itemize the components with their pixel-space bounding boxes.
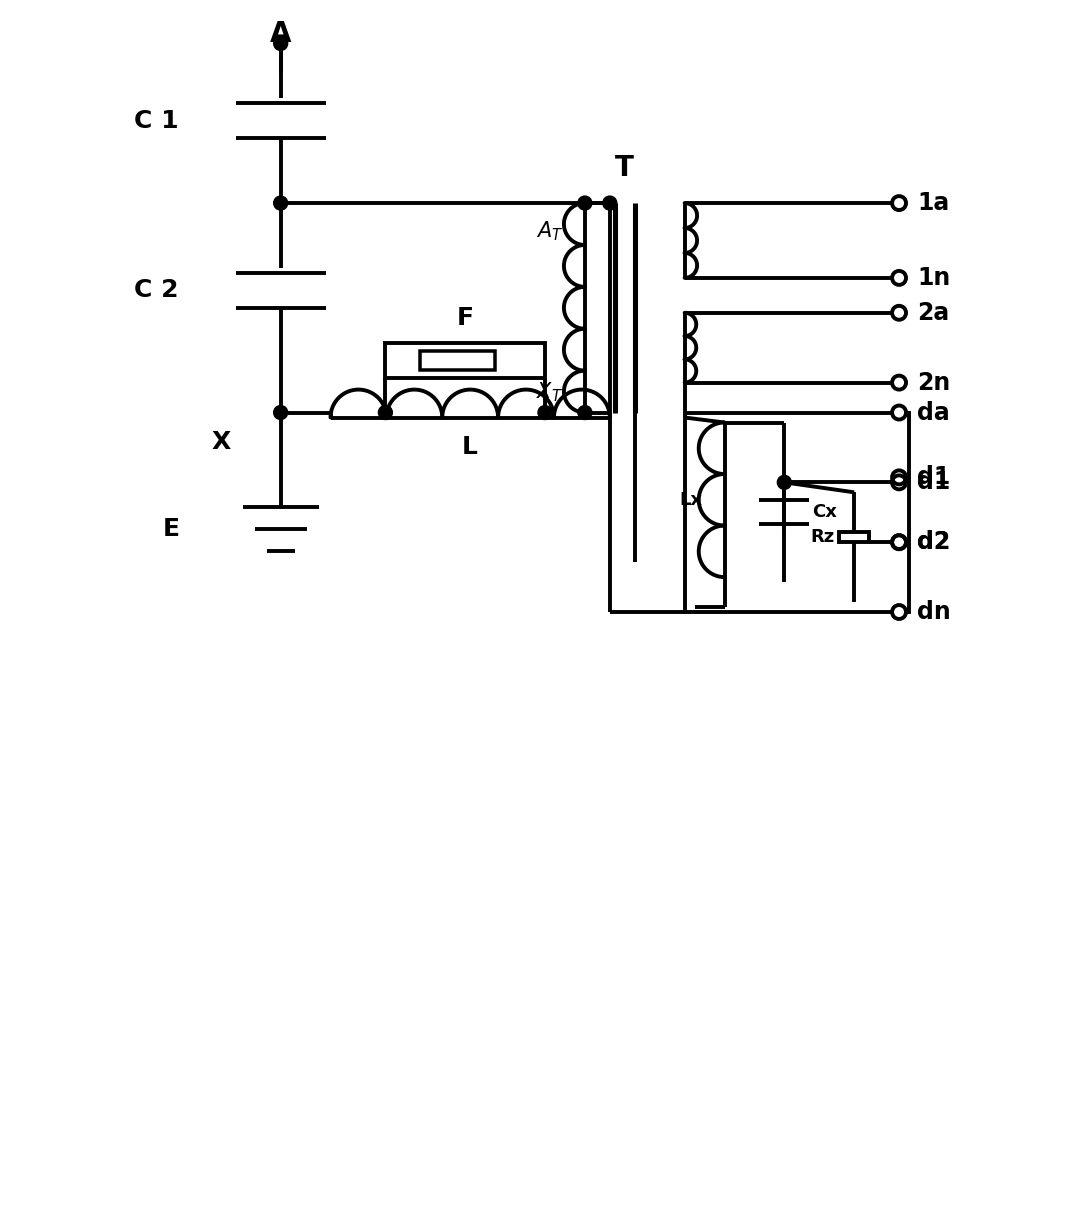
Text: d1: d1 [917, 471, 950, 494]
Text: X: X [211, 430, 230, 455]
Text: d2: d2 [917, 530, 950, 554]
Circle shape [273, 37, 287, 51]
Bar [839, 532, 869, 542]
Text: L: L [462, 435, 478, 460]
Text: Lx: Lx [680, 490, 702, 509]
Text: F: F [457, 306, 474, 330]
Text: 2a: 2a [917, 301, 950, 325]
Circle shape [892, 196, 906, 209]
Circle shape [602, 196, 616, 209]
Circle shape [378, 405, 392, 420]
Bar [685, 413, 909, 612]
Text: T: T [615, 154, 635, 182]
Circle shape [578, 405, 592, 420]
Text: $X_T$: $X_T$ [536, 381, 564, 404]
Text: 1a: 1a [917, 191, 950, 216]
Text: dn: dn [917, 600, 951, 625]
Circle shape [892, 471, 906, 484]
Circle shape [892, 271, 906, 285]
Bar [420, 351, 495, 370]
Circle shape [892, 306, 906, 320]
Text: da: da [917, 400, 950, 425]
Circle shape [892, 605, 906, 618]
Text: d2: d2 [917, 530, 950, 554]
Circle shape [892, 405, 906, 420]
Text: d1: d1 [917, 466, 950, 489]
Text: A: A [270, 20, 292, 48]
Circle shape [777, 476, 791, 489]
Text: 1n: 1n [917, 266, 950, 290]
Bar [386, 342, 545, 378]
Circle shape [273, 196, 287, 209]
Circle shape [892, 376, 906, 389]
Circle shape [578, 196, 592, 209]
Text: Rz: Rz [810, 529, 834, 546]
Circle shape [273, 405, 287, 420]
Text: E: E [163, 517, 179, 541]
Text: C 2: C 2 [134, 278, 178, 302]
Text: 2n: 2n [917, 371, 950, 394]
Text: $A_T$: $A_T$ [536, 219, 564, 243]
Circle shape [892, 476, 906, 489]
Circle shape [538, 405, 552, 420]
Circle shape [892, 535, 906, 549]
Text: C 1: C 1 [134, 108, 178, 133]
Text: Cx: Cx [813, 503, 837, 521]
Circle shape [892, 535, 906, 549]
